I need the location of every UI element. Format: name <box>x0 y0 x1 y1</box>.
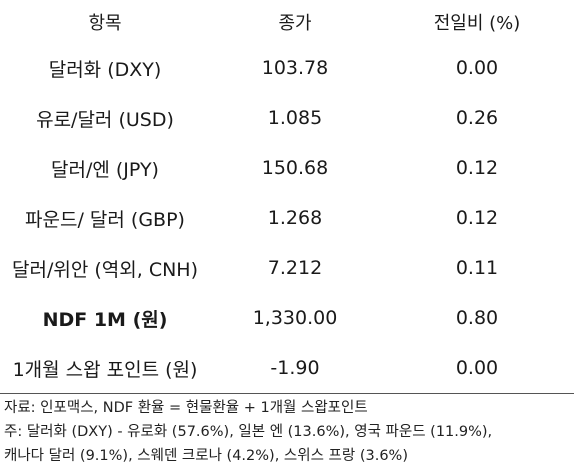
footnotes: 자료: 인포맥스, NDF 환율 = 현물환율 + 1개월 스왑포인트 주: 달… <box>4 396 492 468</box>
row-close: 1.085 <box>267 107 323 129</box>
row-change: 0.12 <box>455 207 499 229</box>
note-line-1: 주: 달러화 (DXY) - 유로화 (57.6%), 일본 엔 (13.6%)… <box>4 424 493 440</box>
row-item: 파운드/ 달러 (GBP) <box>25 208 185 231</box>
note-line-2: 캐나다 달러 (9.1%), 스웨덴 크로나 (4.2%), 스위스 프랑 (3… <box>4 448 408 464</box>
row-change: 0.80 <box>455 307 499 329</box>
row-change: 0.26 <box>455 107 499 129</box>
header-close: 종가 <box>278 12 312 34</box>
row-close: 1.268 <box>267 207 323 229</box>
table-row: 달러화 (DXY) 103.78 0.00 <box>0 43 574 93</box>
row-close: -1.90 <box>270 357 320 379</box>
table-bottom-rule <box>0 393 574 394</box>
table-row: 1개월 스왑 포인트 (원) -1.90 0.00 <box>0 343 574 393</box>
row-change: 0.12 <box>455 157 499 179</box>
header-change: 전일비 (%) <box>433 12 521 34</box>
table-row: 유로/달러 (USD) 1.085 0.26 <box>0 93 574 143</box>
row-item: NDF 1M (원) <box>42 308 168 331</box>
table-header: 항목 종가 전일비 (%) <box>0 0 574 43</box>
table-row: 달러/위안 (역외, CNH) 7.212 0.11 <box>0 243 574 293</box>
row-item: 달러화 (DXY) <box>48 58 162 81</box>
row-close: 1,330.00 <box>252 307 338 329</box>
row-change: 0.00 <box>455 57 499 79</box>
row-change: 0.11 <box>455 257 499 279</box>
row-item: 달러/엔 (JPY) <box>51 158 159 181</box>
table-row: 파운드/ 달러 (GBP) 1.268 0.12 <box>0 193 574 243</box>
row-item: 달러/위안 (역외, CNH) <box>12 258 198 281</box>
header-item: 항목 <box>88 12 122 34</box>
row-close: 7.212 <box>267 257 323 279</box>
table-row: 달러/엔 (JPY) 150.68 0.12 <box>0 143 574 193</box>
row-item: 1개월 스왑 포인트 (원) <box>12 358 198 381</box>
row-close: 103.78 <box>261 57 329 79</box>
row-change: 0.00 <box>455 357 499 379</box>
row-close: 150.68 <box>261 157 329 179</box>
table-row-highlight: NDF 1M (원) 1,330.00 0.80 <box>0 293 574 343</box>
source-note: 자료: 인포맥스, NDF 환율 = 현물환율 + 1개월 스왑포인트 <box>4 400 368 416</box>
fx-table: 항목 종가 전일비 (%) 달러화 (DXY) 103.78 0.00 유로/달… <box>0 0 574 393</box>
row-item: 유로/달러 (USD) <box>36 108 174 131</box>
